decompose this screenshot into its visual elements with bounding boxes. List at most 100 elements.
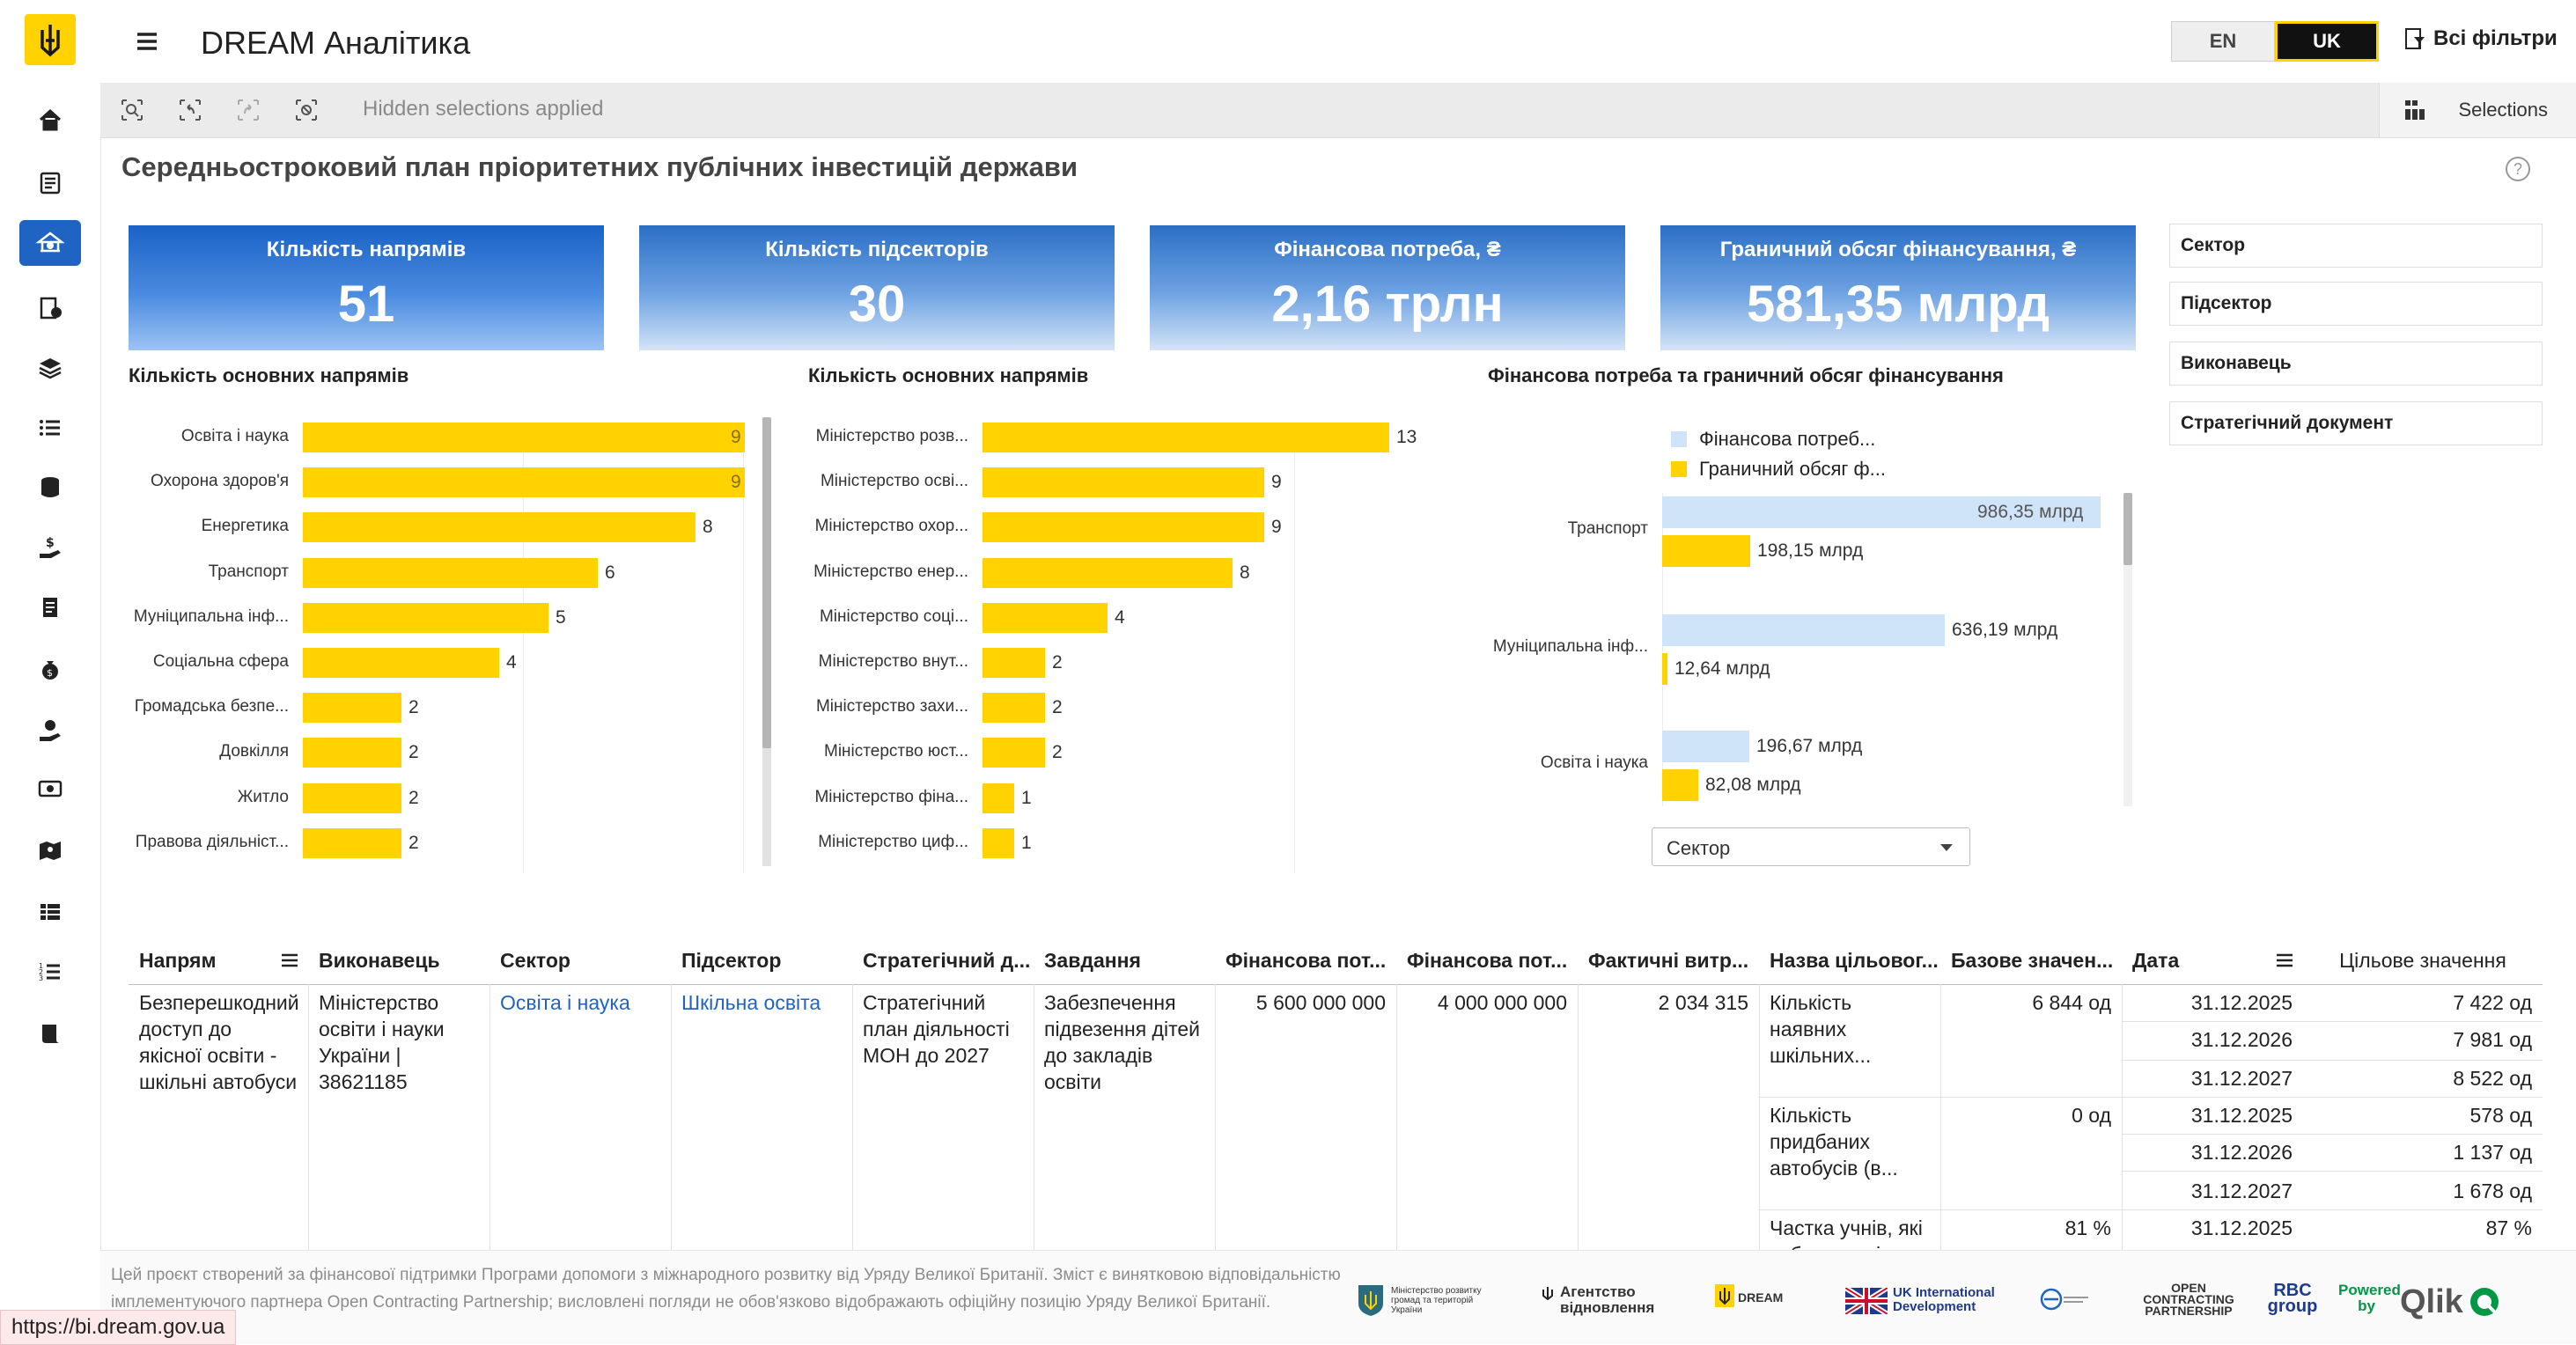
column-header-date[interactable]: Дата bbox=[2122, 938, 2303, 984]
column-header-executor[interactable]: Виконавець bbox=[319, 949, 440, 972]
filter-subsector[interactable]: Підсектор bbox=[2169, 282, 2543, 326]
bar[interactable] bbox=[983, 827, 1014, 858]
chart3-scroll-thumb[interactable] bbox=[2123, 493, 2132, 565]
finance-hand-icon[interactable]: $ bbox=[19, 525, 81, 570]
database-icon[interactable] bbox=[19, 465, 81, 511]
cell-indicator-name[interactable]: Кількість придбаних автобусів (в... bbox=[1770, 1104, 1898, 1180]
smart-search-icon[interactable] bbox=[114, 93, 150, 127]
bar-category-label[interactable]: Довкілля bbox=[219, 742, 289, 761]
bar-category-label[interactable]: Міністерство юст... bbox=[824, 742, 968, 761]
bar-category-label[interactable]: Муніципальна інф... bbox=[133, 606, 289, 626]
money-bag-icon[interactable]: $ bbox=[19, 646, 81, 692]
bar[interactable] bbox=[303, 783, 401, 813]
chart3-scrollbar[interactable] bbox=[2123, 493, 2132, 806]
layers-icon[interactable] bbox=[19, 345, 81, 391]
help-icon[interactable]: ? bbox=[2506, 157, 2530, 181]
column-header-task[interactable]: Завдання bbox=[1044, 949, 1141, 972]
bar-category-label[interactable]: Міністерство циф... bbox=[818, 832, 968, 851]
column-header-target-value[interactable]: Цільове значення bbox=[2339, 949, 2506, 972]
column-header-indicator-name[interactable]: Назва цільовог... bbox=[1770, 949, 1939, 972]
bar[interactable] bbox=[983, 467, 1264, 498]
bar[interactable] bbox=[983, 648, 1045, 678]
bar[interactable] bbox=[303, 738, 401, 768]
column-menu-icon[interactable] bbox=[280, 952, 299, 968]
cell-task[interactable]: Забезпечення підвезення дітей до закладі… bbox=[1044, 991, 1201, 1093]
chart1-scroll-thumb[interactable] bbox=[762, 417, 771, 748]
bar-category-label[interactable]: Міністерство охор... bbox=[814, 517, 968, 536]
bar-category-label[interactable]: Охорона здоров'я bbox=[151, 472, 289, 491]
hamburger-menu-icon[interactable] bbox=[132, 28, 162, 55]
bar[interactable] bbox=[983, 423, 1389, 452]
bar[interactable] bbox=[303, 467, 745, 498]
language-uk-button[interactable]: UK bbox=[2275, 21, 2379, 62]
column-header-sector[interactable]: Сектор bbox=[500, 949, 570, 972]
step-forward-icon[interactable] bbox=[231, 93, 266, 127]
bar-category-label[interactable]: Міністерство розв... bbox=[815, 427, 968, 445]
bar-category-label[interactable]: Освіта і наука bbox=[1540, 753, 1648, 772]
filter-strategic-document[interactable]: Стратегічний документ bbox=[2169, 401, 2543, 445]
bar[interactable] bbox=[983, 512, 1264, 543]
bar-category-label[interactable]: Муніципальна інф... bbox=[1492, 637, 1648, 656]
bar-category-label[interactable]: Транспорт bbox=[208, 562, 289, 581]
bar-category-label[interactable]: Житло bbox=[237, 787, 289, 806]
selections-button[interactable]: Selections bbox=[2379, 83, 2576, 137]
bar-category-label[interactable]: Енергетика bbox=[201, 517, 289, 536]
cell-sector-link[interactable]: Освіта і наука bbox=[500, 991, 630, 1014]
bar-category-label[interactable]: Правова діяльніст... bbox=[135, 832, 289, 851]
cell-indicator-name[interactable]: Частка учнів, які забезпечені... bbox=[1770, 1216, 1923, 1250]
filter-executor[interactable]: Виконавець bbox=[2169, 342, 2543, 386]
cash-icon[interactable] bbox=[19, 766, 81, 812]
bar-category-label[interactable]: Міністерство захи... bbox=[815, 697, 968, 717]
bar[interactable] bbox=[303, 827, 401, 858]
bar-category-label[interactable]: Міністерство енер... bbox=[813, 562, 968, 581]
list-icon[interactable] bbox=[19, 405, 81, 451]
bar[interactable] bbox=[983, 602, 1108, 633]
bar-category-label[interactable]: Транспорт bbox=[1567, 519, 1648, 538]
ukraine-trident-logo[interactable] bbox=[25, 14, 76, 65]
bar-funding-limit[interactable] bbox=[1662, 653, 1667, 685]
bar-category-label[interactable]: Освіта і наука bbox=[180, 427, 289, 445]
bar-category-label[interactable]: Міністерство соці... bbox=[819, 606, 968, 626]
bar[interactable] bbox=[983, 557, 1233, 588]
bar[interactable] bbox=[983, 783, 1014, 813]
bar-category-label[interactable]: Міністерство осві... bbox=[820, 472, 968, 491]
bar-financial-need[interactable] bbox=[1662, 731, 1749, 762]
bar-category-label[interactable]: Громадська безпе... bbox=[134, 697, 289, 717]
filter-sector[interactable]: Сектор bbox=[2169, 224, 2543, 268]
cell-direction[interactable]: Безперешкодний доступ до якісної освіти … bbox=[139, 991, 299, 1093]
partner-rbc-logo[interactable]: RBC group bbox=[2267, 1281, 2318, 1316]
clear-selections-icon[interactable] bbox=[289, 93, 324, 127]
legend-item-funding-limit[interactable]: Граничний обсяг ф... bbox=[1671, 458, 1886, 481]
bar-category-label[interactable]: Соціальна сфера bbox=[152, 652, 289, 671]
bar[interactable] bbox=[303, 512, 696, 543]
bar[interactable] bbox=[983, 738, 1045, 768]
report-icon[interactable] bbox=[19, 584, 81, 630]
scroll-document-icon[interactable] bbox=[19, 1011, 81, 1056]
bar-category-label[interactable]: Міністерство фіна... bbox=[814, 787, 968, 806]
home-icon[interactable] bbox=[19, 97, 81, 143]
column-header-fin-need-1[interactable]: Фінансова пот... bbox=[1225, 949, 1387, 972]
partner-ministry-logo[interactable]: Міністерство розвитку громад та територі… bbox=[1358, 1285, 1505, 1316]
cell-executor[interactable]: Міністерство освіти і науки України | 38… bbox=[319, 991, 445, 1093]
column-header-direction[interactable]: Напрям bbox=[129, 938, 308, 984]
bar-financial-need[interactable] bbox=[1662, 496, 2101, 528]
partner-recovery-logo[interactable] bbox=[2039, 1286, 2092, 1312]
partner-ocp-logo[interactable]: OPEN CONTRACTING PARTNERSHIP bbox=[2143, 1281, 2234, 1318]
all-filters-button[interactable]: Всі фільтри bbox=[2403, 26, 2558, 51]
language-en-button[interactable]: EN bbox=[2171, 21, 2275, 62]
legend-item-financial-need[interactable]: Фінансова потреб... bbox=[1671, 428, 1875, 451]
bar[interactable] bbox=[303, 557, 598, 588]
partner-agency-logo[interactable]: Агентство відновлення bbox=[1542, 1284, 1701, 1316]
bar[interactable] bbox=[303, 693, 401, 724]
bar[interactable] bbox=[983, 693, 1045, 724]
table-icon[interactable] bbox=[19, 889, 81, 935]
bar-financial-need[interactable] bbox=[1662, 614, 1945, 646]
bar[interactable] bbox=[303, 602, 548, 633]
bar-funding-limit[interactable] bbox=[1662, 769, 1698, 801]
column-header-fin-need-2[interactable]: Фінансова пот... bbox=[1407, 949, 1568, 972]
partner-ukid-logo[interactable]: UK International Development bbox=[1845, 1286, 2007, 1314]
cell-subsector-link[interactable]: Шкільна освіта bbox=[681, 991, 821, 1014]
bar-category-label[interactable]: Міністерство внут... bbox=[818, 652, 968, 671]
column-header-strategic-doc[interactable]: Стратегічний д... bbox=[863, 949, 1031, 972]
